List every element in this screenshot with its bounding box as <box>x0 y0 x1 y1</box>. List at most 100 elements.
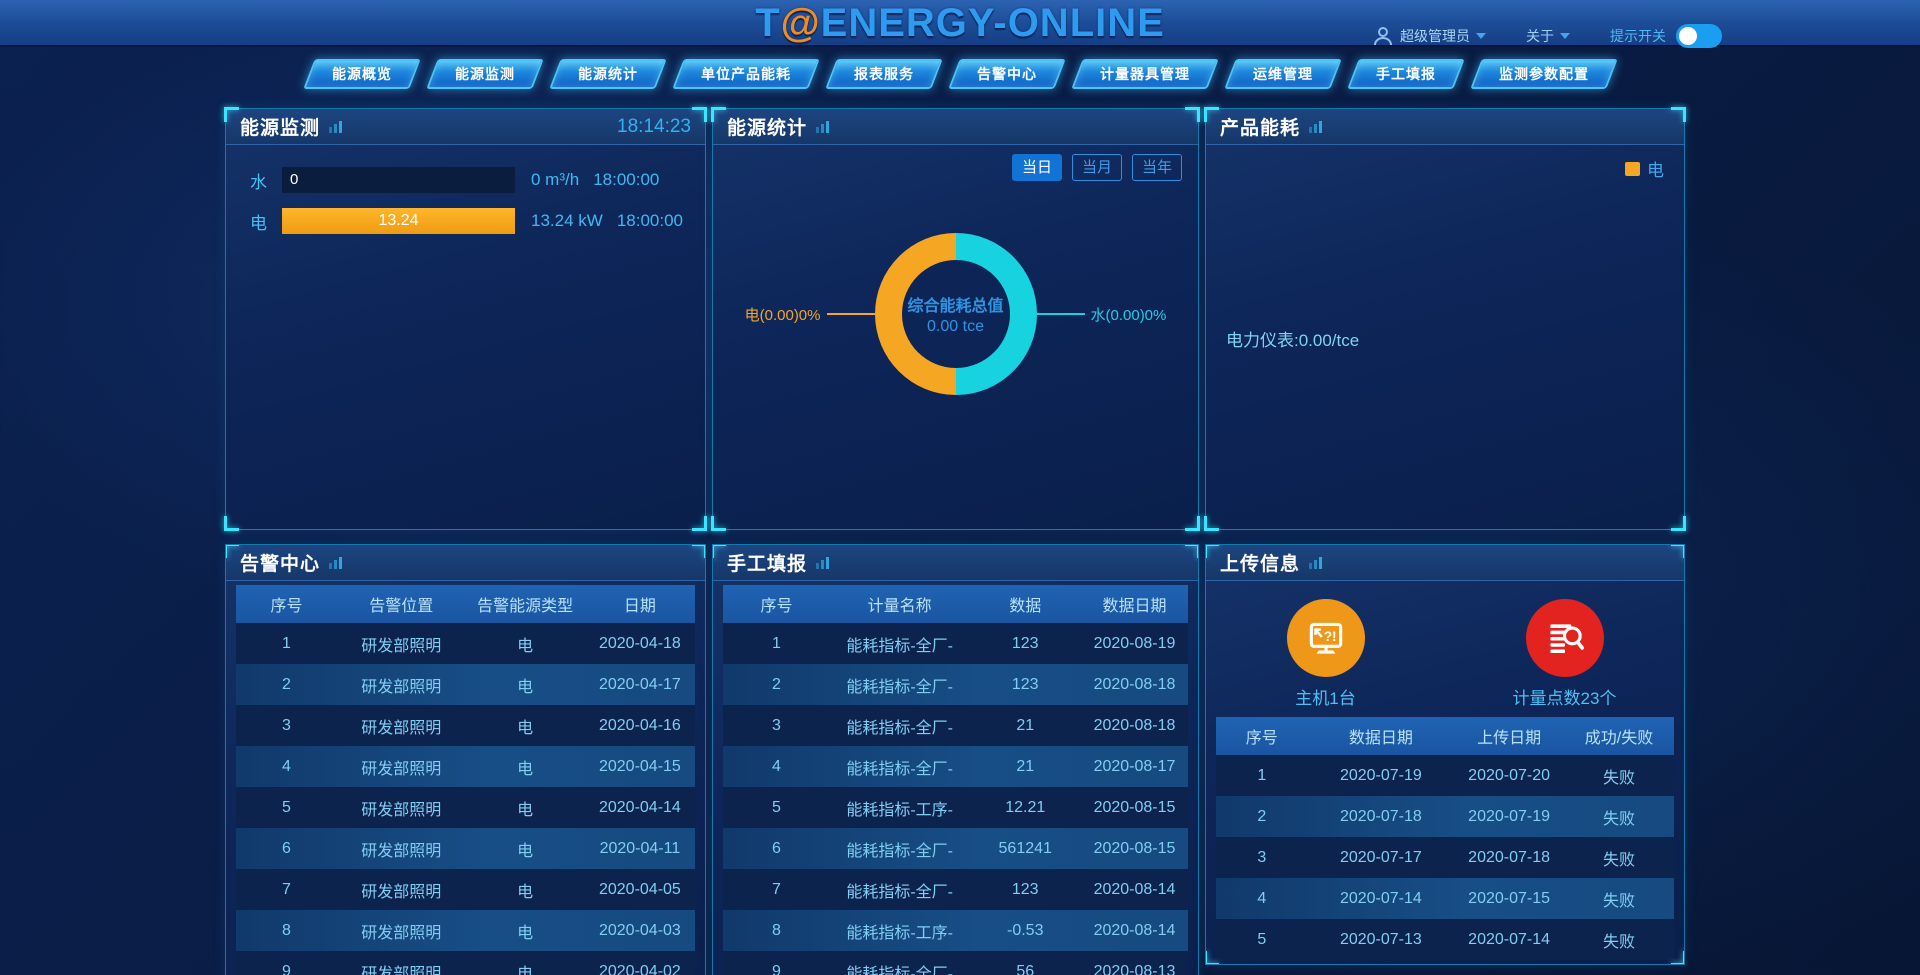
points-caption: 计量点数23个 <box>1512 689 1617 708</box>
table-row: 2 能耗指标-全厂- 123 2020-08-18 <box>723 664 1188 705</box>
bar-chart-icon <box>816 120 830 133</box>
nav-tab-label: 能源统计 <box>577 66 638 82</box>
bar-chart-icon <box>329 556 343 569</box>
col-header: 数据 <box>1009 598 1042 615</box>
corner-decoration <box>711 107 726 122</box>
app-logo: T@ENERGY-ONLINE <box>755 1 1165 46</box>
table-body: 1 2020-07-19 2020-07-20 失败 2 2020-07-18 … <box>1216 755 1674 960</box>
period-tab[interactable]: 当月 <box>1071 154 1122 181</box>
period-tab-label: 当日 <box>1021 159 1052 176</box>
bar-chart-icon <box>329 120 343 133</box>
host-monitor-icon: ?! <box>1286 599 1365 677</box>
panel-product-energy: 产品能耗 电 电力仪表:0.00/tce <box>1204 107 1686 531</box>
panel-title: 产品能耗 <box>1220 118 1301 139</box>
bar-chart-icon <box>816 556 830 569</box>
nav-tab[interactable]: 监测参数配置 <box>1469 59 1618 89</box>
leader-line <box>1036 313 1085 315</box>
corner-decoration <box>1185 107 1200 122</box>
corner-decoration <box>1204 516 1219 531</box>
panel-header: 告警中心 <box>226 545 705 581</box>
host-caption: 主机1台 <box>1295 689 1356 708</box>
col-header: 数据日期 <box>1102 598 1167 615</box>
table-row: 5 2020-07-13 2020-07-14 失败 <box>1216 919 1674 960</box>
tip-switch-toggle[interactable] <box>1676 24 1722 48</box>
donut-annotation-water: 水(0.00)0% <box>1090 306 1167 324</box>
table-row: 7 研发部照明 电 2020-04-05 <box>236 869 695 910</box>
panel-header: 产品能耗 <box>1206 109 1684 145</box>
logo-at-icon: @ <box>780 1 821 45</box>
nav-tab-label: 运维管理 <box>1252 66 1313 82</box>
nav-tab[interactable]: 能源监测 <box>425 59 544 89</box>
nav-tab[interactable]: 单位产品能耗 <box>671 59 820 89</box>
col-header: 告警位置 <box>369 598 434 615</box>
toggle-knob <box>1679 27 1697 45</box>
corner-decoration <box>1671 951 1684 964</box>
panel-upload-info: 上传信息 ?! 主机1台 <box>1205 544 1685 965</box>
bar-chart-icon <box>1309 120 1323 133</box>
chevron-down-icon[interactable] <box>1560 33 1570 39</box>
nav-tab-label: 单位产品能耗 <box>700 66 791 82</box>
nav-tab[interactable]: 告警中心 <box>947 59 1066 89</box>
nav-tab[interactable]: 手工填报 <box>1346 59 1465 89</box>
table-row: 3 2020-07-17 2020-07-18 失败 <box>1216 837 1674 878</box>
logo-rest: ENERGY-ONLINE <box>820 1 1165 45</box>
table-row: 6 研发部照明 电 2020-04-11 <box>236 828 695 869</box>
host-summary: ?! 主机1台 <box>1206 599 1445 709</box>
donut-annotation-electric: 电(0.00)0% <box>744 306 821 324</box>
chart-legend: 电 <box>1625 156 1664 181</box>
period-tab[interactable]: 当日 <box>1011 154 1062 181</box>
panel-energy-monitor: 能源监测 18:14:23 水 0 0 m³/h 18:00:00 电 13.24… <box>224 107 707 531</box>
dashboard-grid: 能源监测 18:14:23 水 0 0 m³/h 18:00:00 电 13.24… <box>224 107 1686 975</box>
period-tabs: 当日 当月 当年 <box>729 154 1182 181</box>
table-row: 2 2020-07-18 2020-07-19 失败 <box>1216 796 1674 837</box>
about-menu[interactable]: 关于 <box>1526 28 1554 44</box>
meter-readout: 电力仪表:0.00/tce <box>1226 331 1360 350</box>
table-row: 8 研发部照明 电 2020-04-03 <box>236 910 695 951</box>
table-header: 序号 告警位置 告警能源类型 日期 <box>236 585 695 623</box>
user-icon <box>1372 25 1394 47</box>
nav-tab-label: 计量器具管理 <box>1099 66 1190 82</box>
corner-decoration <box>1671 516 1686 531</box>
corner-decoration <box>224 107 239 122</box>
svg-text:?!: ?! <box>1323 629 1336 644</box>
col-header: 序号 <box>1245 730 1278 747</box>
corner-decoration <box>224 516 239 531</box>
nav-tab-label: 手工填报 <box>1375 66 1436 82</box>
panel-header: 上传信息 <box>1206 545 1684 581</box>
gauge-water: 水 0 0 m³/h 18:00:00 <box>250 167 691 193</box>
period-tab[interactable]: 当年 <box>1131 154 1182 181</box>
table-body: 1 研发部照明 电 2020-04-18 2 研发部照明 电 2020-04-1… <box>236 623 695 975</box>
nav-tab[interactable]: 能源统计 <box>548 59 667 89</box>
gauge-reading: 0 m³/h 18:00:00 <box>531 170 660 189</box>
col-header: 序号 <box>760 598 793 615</box>
nav-tab-label: 告警中心 <box>976 66 1037 82</box>
gauge-value: 0 <box>290 171 299 188</box>
corner-decoration <box>1206 951 1219 964</box>
corner-decoration <box>1671 107 1686 122</box>
panel-header: 手工填报 <box>713 545 1198 581</box>
corner-decoration <box>1185 545 1198 558</box>
donut-center-label: 综合能耗总值 0.00 tce <box>907 298 1004 335</box>
corner-decoration <box>713 545 726 558</box>
gauge-track: 13.24 <box>282 208 515 234</box>
energy-donut-chart: 电(0.00)0% 综合能耗总值 0.00 tce 水(0.00)0% <box>713 233 1198 395</box>
panel-title: 告警中心 <box>240 554 321 575</box>
table-body: 1 能耗指标-全厂- 123 2020-08-19 2 能耗指标-全厂- 123… <box>723 623 1188 975</box>
chevron-down-icon[interactable] <box>1476 33 1486 39</box>
gauge-track: 0 <box>282 167 515 193</box>
col-header: 数据日期 <box>1348 730 1413 747</box>
nav-tab[interactable]: 报表服务 <box>824 59 943 89</box>
gauge-reading: 13.24 kW 18:00:00 <box>531 211 683 230</box>
nav-tab[interactable]: 能源概览 <box>302 59 421 89</box>
table-row: 1 2020-07-19 2020-07-20 失败 <box>1216 755 1674 796</box>
nav-tab[interactable]: 运维管理 <box>1223 59 1342 89</box>
clock-readout: 18:14:23 <box>617 115 691 137</box>
col-header: 告警能源类型 <box>477 598 574 615</box>
panel-title: 手工填报 <box>727 554 808 575</box>
user-menu[interactable]: 超级管理员 <box>1400 28 1470 44</box>
corner-decoration <box>692 545 705 558</box>
col-header: 序号 <box>270 598 303 615</box>
nav-tab[interactable]: 计量器具管理 <box>1070 59 1219 89</box>
tip-switch-label: 提示开关 <box>1610 28 1666 44</box>
donut-ring: 综合能耗总值 0.00 tce <box>874 233 1037 395</box>
